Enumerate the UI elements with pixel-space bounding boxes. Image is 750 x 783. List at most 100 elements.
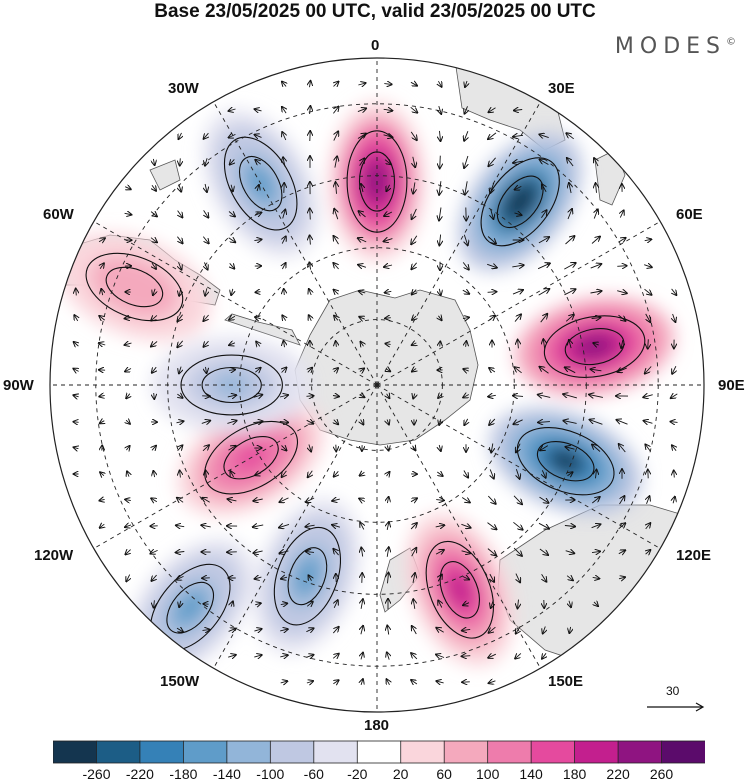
- wind-vector: [411, 653, 418, 660]
- wind-vector: [413, 394, 415, 399]
- wind-vector: [152, 366, 156, 373]
- colorbar-tick-label: -140: [212, 766, 241, 782]
- wind-vector: [488, 654, 496, 658]
- wind-vector: [489, 681, 496, 683]
- wind-vector: [413, 182, 415, 193]
- colorbar-tick-label: -220: [125, 766, 154, 782]
- wind-vector: [177, 314, 183, 322]
- south-pole-marker: [374, 382, 380, 388]
- positive-anomaly-68w-contour-1: [105, 266, 164, 308]
- wind-vector: [619, 444, 626, 453]
- positive-anomaly-80e-contour-0: [543, 315, 646, 378]
- colorbar-tick-label: 220: [606, 766, 630, 782]
- wind-vector: [255, 473, 262, 475]
- lon-label-60e: 60E: [676, 206, 703, 223]
- lon-label-120e: 120E: [676, 547, 712, 564]
- logo-text: MODES: [614, 34, 726, 59]
- wind-vector: [461, 551, 471, 553]
- wind-vector: [489, 368, 496, 372]
- wind-vector: [596, 470, 597, 479]
- reference-vector-value: 30: [666, 684, 680, 698]
- wind-vector: [647, 496, 650, 504]
- wind-vector: [308, 470, 313, 478]
- wind-vector: [306, 681, 313, 683]
- wind-vector: [254, 629, 261, 631]
- wind-vector: [176, 628, 183, 632]
- wind-vector: [280, 655, 287, 657]
- wind-vector: [464, 418, 467, 425]
- wind-vector: [672, 445, 676, 450]
- wind-vector: [310, 235, 311, 245]
- wind-vector: [413, 573, 415, 583]
- wind-vector: [593, 343, 598, 345]
- wind-vector: [126, 574, 129, 582]
- wind-vector: [490, 469, 494, 478]
- wind-vector: [280, 629, 288, 631]
- wind-vector: [489, 418, 496, 425]
- wind-vector: [253, 499, 263, 501]
- wind-vector: [333, 107, 338, 114]
- wind-vector: [282, 446, 287, 451]
- wind-vector: [439, 207, 441, 221]
- wind-vector: [74, 447, 79, 448]
- wind-vector: [309, 444, 311, 452]
- wind-vector: [438, 81, 441, 87]
- wind-vector: [256, 292, 261, 293]
- wind-vector: [74, 315, 77, 322]
- wind-vector: [540, 446, 549, 451]
- wind-vector: [279, 524, 290, 527]
- wind-vector: [437, 472, 442, 476]
- wind-vector: [412, 548, 417, 557]
- wind-vector: [590, 420, 603, 425]
- wind-vector: [438, 394, 442, 398]
- colorbar-tick-label: -260: [82, 766, 111, 782]
- negative-anomaly-38e-level-4: [505, 185, 536, 219]
- meridian-line: [93, 384, 378, 549]
- wind-vector: [361, 184, 363, 193]
- wind-vector: [411, 680, 418, 684]
- wind-vector: [229, 134, 236, 137]
- wind-vector: [230, 159, 235, 164]
- wind-vector: [383, 135, 393, 137]
- wind-vector: [126, 394, 130, 399]
- wind-vector: [306, 420, 314, 423]
- wind-vector: [387, 547, 389, 557]
- wind-vector: [671, 422, 678, 423]
- wind-vector: [205, 158, 207, 165]
- wind-vector: [125, 369, 132, 372]
- wind-vector: [646, 313, 651, 322]
- wind-vector: [436, 500, 444, 501]
- wind-vector: [100, 421, 105, 424]
- wind-vector: [672, 288, 677, 295]
- wind-vector: [332, 396, 339, 397]
- wind-vector: [153, 158, 154, 165]
- modes-logo: MODES©: [615, 34, 736, 59]
- wind-vector: [334, 368, 338, 372]
- wind-vector: [361, 342, 364, 346]
- wind-vector: [644, 421, 653, 424]
- wind-vector: [280, 681, 288, 683]
- wind-vector: [565, 236, 575, 245]
- wind-vector: [384, 84, 391, 85]
- wind-vector: [542, 574, 547, 581]
- wind-vector: [643, 395, 653, 398]
- colorbar-swatch: [487, 740, 533, 764]
- anomaly-field: [58, 101, 674, 677]
- wind-vector: [178, 210, 183, 218]
- wind-vector: [283, 210, 286, 219]
- wind-vector: [360, 158, 365, 166]
- wind-vector: [154, 600, 155, 607]
- wind-vector: [153, 471, 154, 478]
- wind-vector: [177, 498, 184, 503]
- wind-vector: [253, 421, 262, 422]
- wind-vector: [565, 551, 575, 554]
- lon-label-60w: 60W: [43, 206, 74, 223]
- colorbar-swatch: [530, 740, 576, 764]
- wind-vector: [227, 421, 236, 424]
- wind-vector: [357, 108, 366, 111]
- wind-vector: [439, 418, 441, 425]
- negative-anomaly-160w-contour-1: [287, 547, 328, 606]
- wind-vector: [462, 629, 471, 630]
- wind-vector: [385, 344, 390, 345]
- wind-vector: [569, 600, 571, 607]
